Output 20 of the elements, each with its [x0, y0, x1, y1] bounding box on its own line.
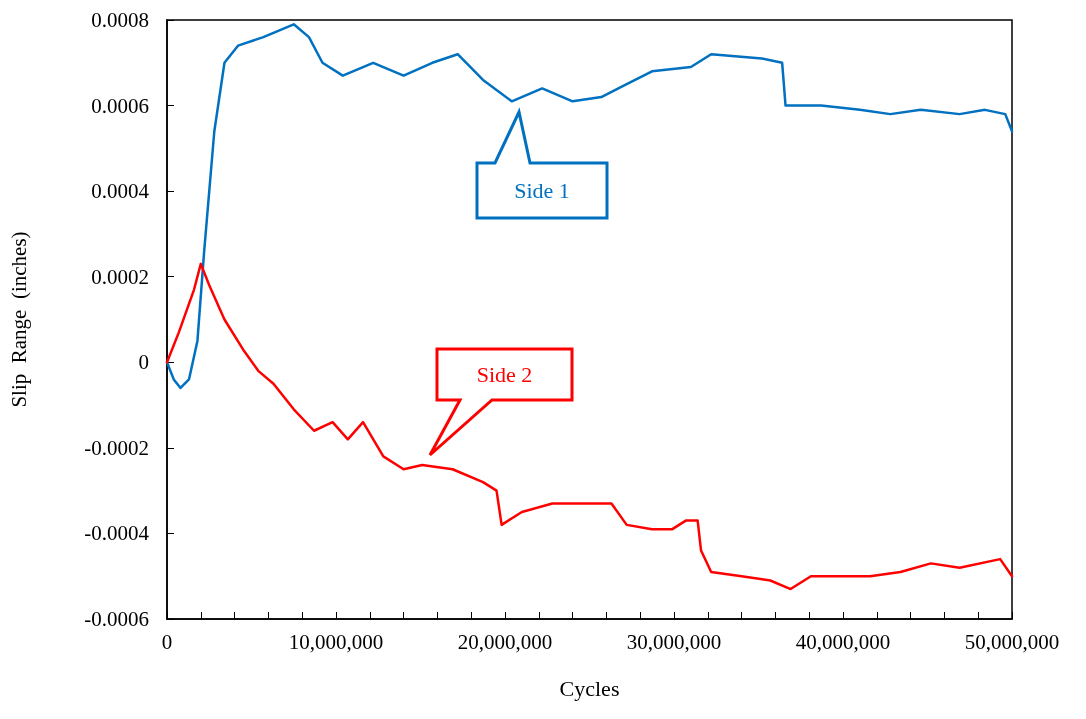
- x-tick-label: 20,000,000: [457, 629, 553, 654]
- x-tick-label: 0: [161, 629, 173, 654]
- line-series: [165, 23, 1014, 390]
- y-tick-label: 0: [138, 350, 149, 375]
- y-tick-label: 0.0002: [91, 264, 149, 289]
- y-tick-label: 0.0006: [91, 93, 149, 118]
- x-axis-title: Cycles: [559, 675, 620, 701]
- y-axis-title: Slip Range (inches): [6, 231, 31, 408]
- y-tick-label: -0.0004: [84, 521, 150, 546]
- x-tick-label: 40,000,000: [795, 629, 891, 654]
- x-tick-label: 50,000,000: [964, 629, 1060, 654]
- annotation: Side 1: [513, 176, 571, 205]
- x-tick-label: 30,000,000: [626, 629, 722, 654]
- y-tick-label: -0.0006: [84, 607, 149, 631]
- annotation: Side 2: [475, 360, 534, 389]
- y-tick-label: 0.0004: [91, 179, 150, 204]
- y-tick-label: 0.0008: [91, 8, 149, 32]
- y-tick-label: -0.0002: [84, 435, 149, 460]
- line-series: [165, 262, 1014, 591]
- x-tick-label: 10,000,000: [288, 629, 384, 654]
